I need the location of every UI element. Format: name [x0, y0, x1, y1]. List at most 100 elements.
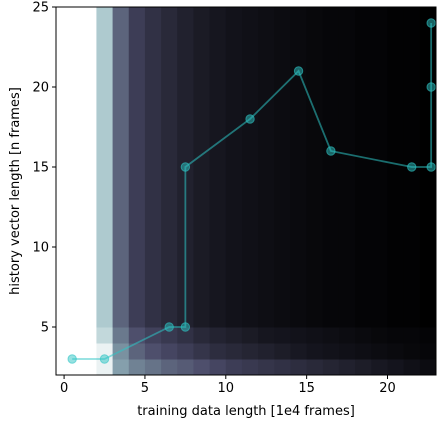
- heatmap-cell: [322, 327, 340, 344]
- x-tick-label: 20: [379, 381, 396, 396]
- heatmap-cell: [56, 359, 97, 376]
- heatmap-cell: [290, 343, 308, 360]
- series-point: [180, 162, 191, 172]
- heatmap-cell: [274, 359, 291, 376]
- heatmap-cell: [258, 327, 275, 344]
- heatmap-cell: [274, 7, 291, 328]
- series-point: [426, 162, 436, 172]
- y-axis-ticks: 5 10 15 20 25: [32, 1, 56, 336]
- y-axis-label: history vector length [n frames]: [8, 87, 23, 295]
- plot-frame: [55, 6, 437, 376]
- heatmap-cell: [419, 327, 437, 344]
- series-point: [426, 18, 436, 28]
- y-tick-label: 5: [41, 321, 49, 336]
- heatmap-cell: [144, 359, 162, 376]
- series-point: [426, 82, 436, 92]
- heatmap-cell: [290, 7, 308, 328]
- heatmap-cell: [56, 343, 97, 360]
- heatmap-cell: [403, 359, 421, 376]
- heatmap-cell: [56, 327, 97, 344]
- series-point: [326, 146, 336, 156]
- heatmap-cell: [419, 343, 437, 360]
- heatmap-cell: [355, 343, 372, 360]
- heatmap-cell: [371, 7, 388, 328]
- heatmap-cell: [322, 343, 340, 360]
- heatmap-cell: [209, 7, 227, 328]
- heatmap-cell: [241, 343, 259, 360]
- heatmap-cell: [193, 343, 211, 360]
- x-axis-ticks: 0 5 10 15 20: [60, 375, 396, 396]
- heatmap-cell: [112, 327, 130, 344]
- heatmap-cell: [112, 7, 130, 328]
- heatmap-cell: [209, 343, 227, 360]
- heatmap-cell: [306, 343, 324, 360]
- heatmap-cell: [419, 359, 437, 376]
- heatmap-cell: [96, 327, 114, 344]
- heatmap-cell: [338, 327, 356, 344]
- series-point: [180, 322, 191, 332]
- heatmap-cell: [403, 327, 421, 344]
- heatmap-cell: [161, 327, 178, 344]
- heatmap-cell: [355, 327, 372, 344]
- series-point: [99, 354, 110, 364]
- heatmap-cell: [338, 7, 356, 328]
- heatmap-cell: [387, 343, 405, 360]
- heatmap-cell: [338, 343, 356, 360]
- heatmap-cell: [144, 7, 162, 328]
- series-point: [164, 322, 174, 332]
- heatmap-cell: [387, 7, 405, 328]
- heatmap-cell: [290, 359, 308, 376]
- heatmap-cell: [128, 343, 146, 360]
- heatmap-cell: [387, 359, 405, 376]
- heatmap-cell: [225, 359, 243, 376]
- heatmap-cell: [96, 7, 114, 328]
- heatmap-cell: [306, 359, 324, 376]
- heatmap-cell: [306, 7, 324, 328]
- heatmap-cell: [322, 7, 340, 328]
- heatmap-cell: [177, 343, 194, 360]
- heatmap-cell: [96, 343, 114, 360]
- heatmap-cell: [161, 7, 178, 328]
- series-point: [293, 66, 304, 76]
- y-tick-label: 25: [32, 1, 49, 16]
- heatmap-cell: [274, 343, 291, 360]
- heatmap-cell: [209, 359, 227, 376]
- x-tick-label: 5: [141, 381, 149, 396]
- heatmap-cell: [161, 343, 178, 360]
- path-series: [67, 18, 436, 364]
- heatmap-cell: [144, 343, 162, 360]
- heatmap-cell: [258, 359, 275, 376]
- heatmap-cell: [177, 327, 194, 344]
- heatmap-cell: [355, 7, 372, 328]
- heatmap-cell: [56, 7, 97, 328]
- y-tick-label: 10: [32, 241, 49, 256]
- heatmap-cell: [241, 7, 259, 328]
- heatmap-cell: [128, 359, 146, 376]
- heatmap-cell: [371, 327, 388, 344]
- series-point: [407, 162, 417, 172]
- heatmap-cell: [225, 343, 243, 360]
- series-point: [245, 114, 255, 124]
- heatmap-cell: [177, 359, 194, 376]
- heatmap-cell: [193, 7, 211, 328]
- heatmap-cell: [387, 327, 405, 344]
- heatmap-cell: [193, 327, 211, 344]
- heatmap-cell: [258, 343, 275, 360]
- heatmap-cell: [225, 7, 243, 328]
- heatmap-cell: [371, 343, 388, 360]
- x-axis-label: training data length [1e4 frames]: [137, 404, 355, 419]
- heatmap-cell: [338, 359, 356, 376]
- heatmap-cell: [258, 7, 275, 328]
- x-tick-label: 0: [60, 381, 68, 396]
- series-point: [67, 354, 77, 364]
- heatmap-cell: [96, 359, 114, 376]
- heatmap-cell: [274, 327, 291, 344]
- heatmap-cell: [371, 359, 388, 376]
- series-line: [72, 23, 433, 360]
- heatmap-cell: [209, 327, 227, 344]
- heatmap-cell: [161, 359, 178, 376]
- heatmap-cell: [128, 327, 146, 344]
- heatmap-cell: [306, 327, 324, 344]
- heatmap-cell: [403, 343, 421, 360]
